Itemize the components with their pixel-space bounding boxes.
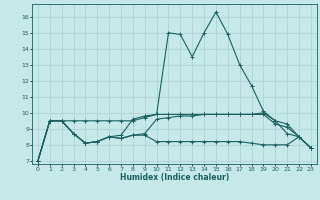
X-axis label: Humidex (Indice chaleur): Humidex (Indice chaleur) (120, 173, 229, 182)
